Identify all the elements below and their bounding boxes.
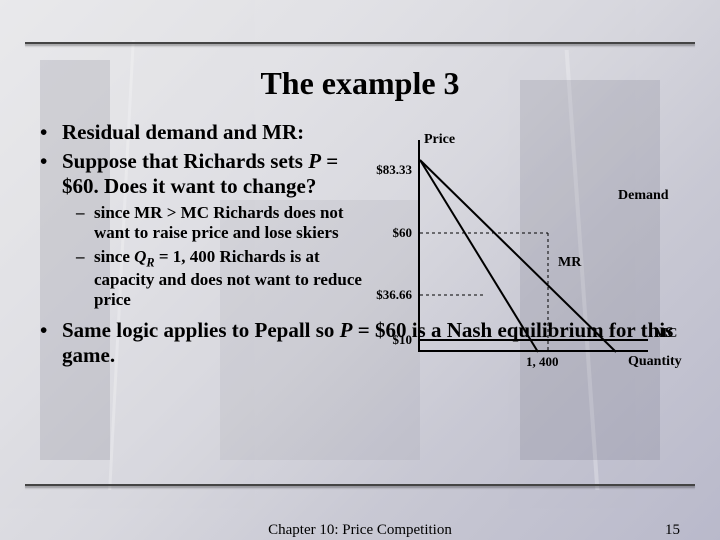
- footer-text: Chapter 10: Price Competition: [0, 522, 720, 539]
- y-tick: $10: [352, 332, 412, 348]
- mr-label: MR: [558, 255, 581, 271]
- y-tick: $60: [352, 225, 412, 241]
- bullet-2-text: Suppose that Richards sets P = $60. Does…: [62, 149, 380, 199]
- y-tick: $83.33: [352, 162, 412, 178]
- demand-chart: Price Quantity $83.33$60$36.66$10 1, 400…: [368, 130, 688, 380]
- sub-bullet-2-text: since QR = 1, 400 Richards is at capacit…: [94, 247, 380, 310]
- sub-bullet-1: – since MR > MC Richards does not want t…: [76, 203, 380, 243]
- mc-label: MC: [654, 326, 677, 342]
- bullet-1: • Residual demand and MR:: [40, 120, 380, 145]
- bullet-2: • Suppose that Richards sets P = $60. Do…: [40, 149, 380, 199]
- top-divider: [25, 42, 695, 48]
- bottom-divider: [25, 484, 695, 490]
- slide-title: The example 3: [0, 65, 720, 102]
- x-tick: 1, 400: [526, 354, 559, 370]
- page-number: 15: [665, 522, 680, 539]
- chart-lines: [368, 130, 688, 380]
- sub-bullet-1-text: since MR > MC Richards does not want to …: [94, 203, 380, 243]
- y-tick: $36.66: [352, 287, 412, 303]
- bullet-1-text: Residual demand and MR:: [62, 120, 380, 145]
- demand-label: Demand: [618, 188, 669, 204]
- sub-bullet-2: – since QR = 1, 400 Richards is at capac…: [76, 247, 380, 310]
